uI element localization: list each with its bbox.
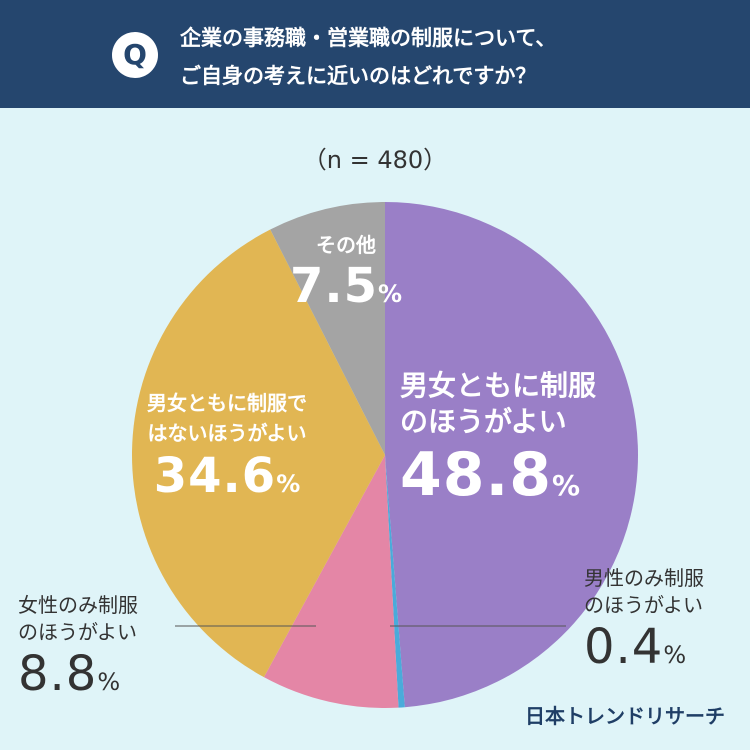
slice-label-women-only: 女性のみ制服 のほうがよい 8.8% [18,592,138,702]
pie-slice-0 [385,202,638,708]
slice-name-none-line2: はないほうがよい [147,421,307,445]
question-text-line1: 企業の事務職・営業職の制服について、 [180,26,557,50]
slice-name-men-line2: のほうがよい [584,593,703,617]
question-header: Q 企業の事務職・営業職の制服について、 ご自身の考えに近いのはどれですか？ [0,0,750,108]
slice-name-both-line1: 男女ともに制服 [400,369,597,402]
slice-label-men-only: 男性のみ制服 のほうがよい 0.4% [584,565,704,675]
slice-unit-other: % [378,280,403,308]
slice-label-no-uniform: 男女ともに制服で はないほうがよい 34.6% [147,388,307,504]
question-text-line2: ご自身の考えに近いのはどれですか？ [180,64,537,88]
slice-name-both-line2: のほうがよい [400,405,567,438]
pie-slice-2 [263,455,399,708]
slice-unit-women: % [97,668,121,696]
pie-slice-1 [385,455,405,708]
slice-name-none-line1: 男女ともに制服で [147,391,307,415]
question-badge: Q [112,32,158,78]
slice-name-women-line1: 女性のみ制服 [18,593,138,617]
slice-name-other: その他 [316,233,377,257]
slice-value-other: 7.5 [290,258,379,314]
slice-name-women-line2: のほうがよい [18,620,137,644]
slice-unit-both: % [552,469,581,502]
slice-value-both: 48.8 [400,440,553,510]
brand-logo: 日本トレンドリサーチ [525,704,725,728]
slice-unit-men: % [663,641,687,669]
pie-slice-3 [132,229,385,678]
sample-size: （n = 480） [302,146,448,174]
slice-value-women: 8.8 [18,646,98,702]
slice-value-men: 0.4 [584,619,664,675]
slice-unit-none: % [276,470,301,498]
slice-name-men-line1: 男性のみ制服 [584,566,704,590]
pie-slice-4 [270,202,385,455]
slice-label-other: その他 7.5% [290,232,402,314]
slice-label-both-uniform: 男女ともに制服 のほうがよい 48.8% [400,368,596,510]
slice-value-none: 34.6 [153,448,277,504]
